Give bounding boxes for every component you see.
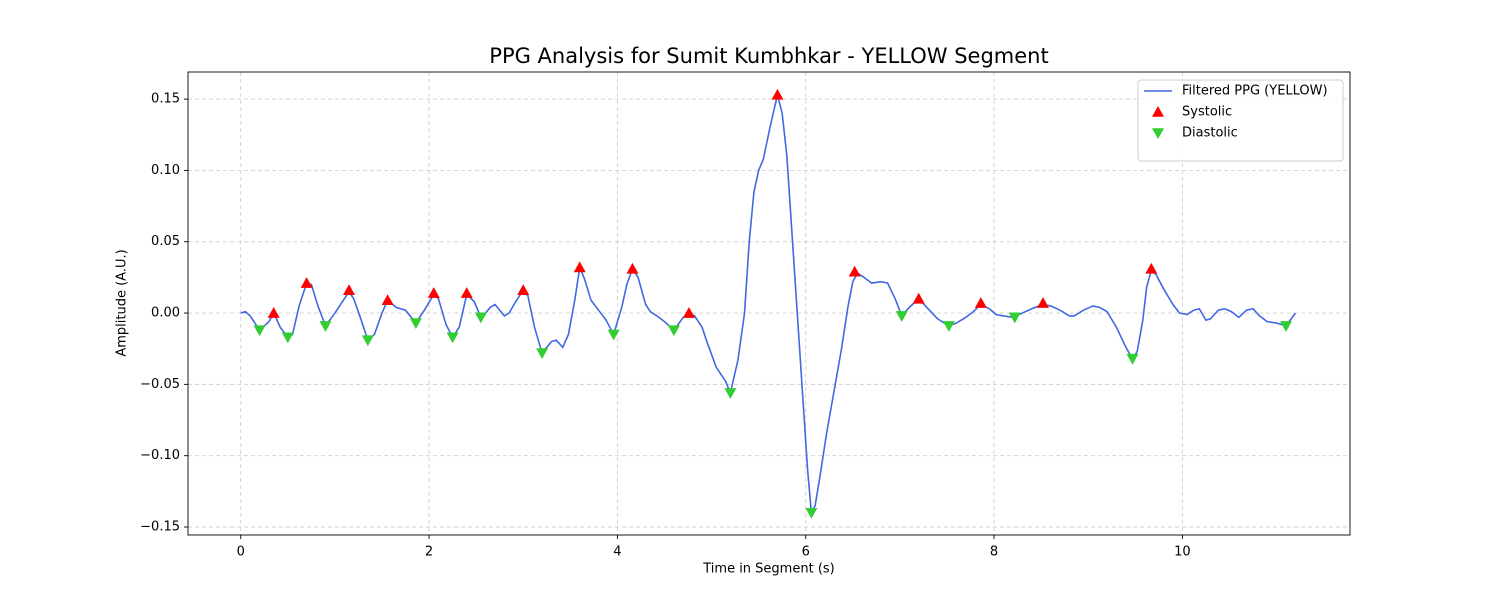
marker: [682, 307, 695, 318]
x-axis-label: Time in Segment (s): [702, 562, 834, 577]
marker: [805, 507, 818, 519]
marker: [848, 265, 861, 277]
y-tick-label: −0.05: [140, 377, 180, 392]
marker: [281, 332, 294, 344]
marker: [517, 284, 530, 296]
marker: [1126, 353, 1139, 365]
x-tick-label: 4: [613, 545, 621, 560]
marker: [573, 261, 586, 273]
marker: [1279, 321, 1292, 332]
marker: [446, 332, 459, 344]
marker: [381, 294, 394, 306]
marker: [253, 325, 266, 337]
marker: [409, 318, 422, 330]
marker: [667, 325, 680, 337]
marker: [895, 311, 908, 322]
x-tick-label: 8: [990, 545, 998, 560]
y-tick-label: 0.10: [151, 163, 180, 178]
marker: [912, 292, 925, 304]
marker: [474, 312, 487, 324]
marker: [427, 287, 440, 298]
marker: [300, 277, 313, 288]
x-tick-label: 0: [237, 545, 245, 560]
marker: [361, 335, 374, 347]
marker: [1037, 297, 1050, 308]
marker: [1008, 312, 1021, 324]
y-tick-label: −0.10: [140, 448, 180, 463]
y-tick-label: −0.15: [140, 520, 180, 535]
x-tick-label: 6: [802, 545, 810, 560]
y-tick-label: 0.15: [151, 92, 180, 107]
marker: [267, 307, 280, 318]
x-tick-label: 10: [1174, 545, 1191, 560]
marker: [536, 348, 549, 359]
legend-label: Filtered PPG (YELLOW): [1182, 84, 1328, 99]
marker: [974, 297, 987, 308]
marker: [460, 287, 473, 298]
legend-box: [1137, 79, 1344, 162]
y-axis-label: Amplitude (A.U.): [115, 249, 130, 356]
y-tick-label: 0.00: [151, 306, 180, 321]
y-tick-label: 0.05: [151, 234, 180, 249]
marker: [319, 321, 332, 332]
marker: [607, 329, 620, 341]
marker: [942, 321, 955, 332]
marker: [626, 262, 639, 274]
chart-title: PPG Analysis for Sumit Kumbhkar - YELLOW…: [489, 44, 1048, 68]
x-tick-label: 2: [425, 545, 433, 560]
marker: [343, 284, 356, 296]
ppg-line: [240, 94, 1297, 516]
legend-swatch: [1152, 128, 1164, 139]
marker: [724, 388, 737, 399]
plot-frame: [187, 71, 1351, 536]
marker: [1145, 262, 1158, 274]
legend-label: Systolic: [1182, 105, 1232, 120]
marker: [771, 88, 784, 100]
legend-label: Diastolic: [1182, 126, 1238, 141]
legend-swatch: [1152, 106, 1164, 117]
